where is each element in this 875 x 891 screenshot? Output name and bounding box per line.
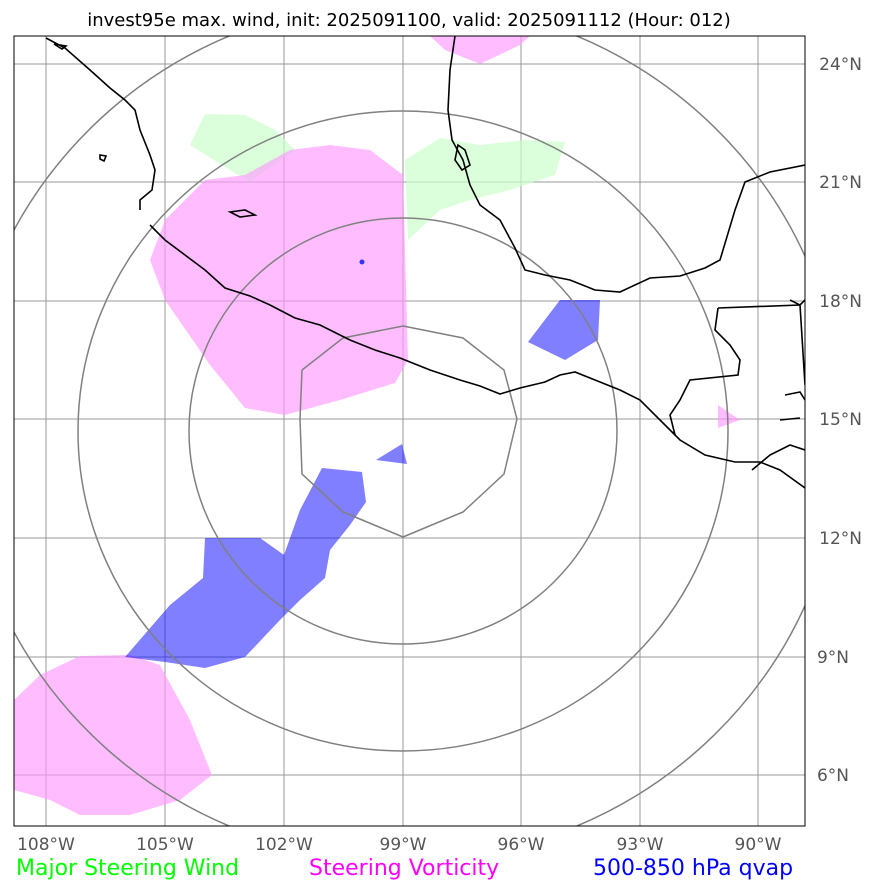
coastline-central-america <box>751 444 805 471</box>
range-ring-inner <box>299 325 518 538</box>
range-ring-3 <box>77 110 729 752</box>
lon-label: 96°W <box>498 835 545 855</box>
range-rings <box>14 36 805 826</box>
steering-vorticity-areas <box>14 36 740 815</box>
coastline-baja <box>45 37 156 210</box>
vorticity-area-east <box>718 405 740 428</box>
island-small-north <box>99 154 108 163</box>
qvap-area-southwest <box>125 468 366 668</box>
qvap-area-east <box>528 300 600 360</box>
storm-center-marker <box>359 259 365 265</box>
lon-labels: 108°W 105°W 102°W 99°W 96°W 93°W 90°W <box>17 835 782 855</box>
lon-label: 90°W <box>735 835 782 855</box>
vorticity-area-north <box>430 36 530 64</box>
lat-label: 24°N <box>819 55 862 75</box>
lon-label: 102°W <box>255 835 313 855</box>
lat-label: 15°N <box>819 410 862 430</box>
legend: Major Steering Wind Steering Vorticity 5… <box>16 856 793 881</box>
coastline-yucatan-belize <box>669 299 805 436</box>
lon-label: 99°W <box>380 835 427 855</box>
steering-wind-area-east <box>405 138 565 240</box>
lat-label: 12°N <box>819 529 862 549</box>
coastlines <box>45 36 805 489</box>
lat-label: 9°N <box>817 648 849 668</box>
lon-label: 93°W <box>617 835 664 855</box>
island-socorro <box>227 209 258 218</box>
map-frame <box>13 35 806 827</box>
lat-labels: 24°N 21°N 18°N 15°N 12°N 9°N 6°N <box>817 55 862 786</box>
lagoon-baja <box>53 43 68 50</box>
lon-label: 108°W <box>17 835 75 855</box>
coastline-pacific-mexico <box>149 224 805 489</box>
lat-label: 21°N <box>819 173 862 193</box>
map-area <box>14 36 805 826</box>
legend-steering-wind: Major Steering Wind <box>16 856 239 881</box>
graticule <box>14 36 805 826</box>
map-title: invest95e max. wind, init: 2025091100, v… <box>87 10 731 31</box>
vorticity-area-southwest <box>14 655 212 815</box>
vorticity-area-main <box>150 145 408 415</box>
qvap-area-center <box>376 444 407 464</box>
lat-label: 6°N <box>817 766 849 786</box>
legend-steering-vorticity: Steering Vorticity <box>309 856 499 881</box>
lagoon-gulf-coast <box>454 143 471 172</box>
range-ring-2 <box>188 217 618 645</box>
legend-qvap: 500-850 hPa qvap <box>593 856 793 881</box>
lon-label: 105°W <box>136 835 194 855</box>
lat-label: 18°N <box>819 292 862 312</box>
